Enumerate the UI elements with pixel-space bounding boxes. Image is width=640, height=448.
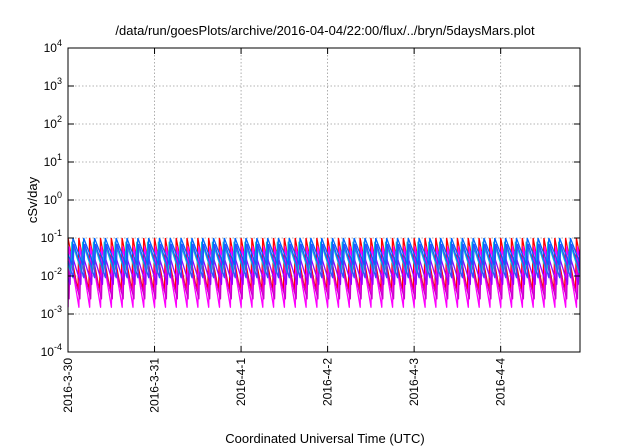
x-tick-label: 2016-4-3 xyxy=(407,358,421,406)
grid-lines xyxy=(68,48,580,352)
y-tick-base: 10 xyxy=(41,269,55,283)
y-tick-base: 10 xyxy=(44,155,58,169)
chart-title: /data/run/goesPlots/archive/2016-04-04/2… xyxy=(115,23,535,38)
y-tick-base: 10 xyxy=(44,79,58,93)
y-tick-exponent: 4 xyxy=(57,38,62,48)
y-tick-base: 10 xyxy=(41,231,55,245)
y-axis-label: cSv/day xyxy=(25,176,40,223)
y-tick-label: 10-1 xyxy=(41,228,62,245)
data-series-line xyxy=(67,237,581,266)
y-tick-exponent: 3 xyxy=(57,76,62,86)
y-tick-label: 102 xyxy=(44,114,62,131)
x-tick-label: 2016-4-2 xyxy=(321,358,335,406)
data-series-line xyxy=(67,257,580,300)
y-tick-exponent: 1 xyxy=(57,152,62,162)
y-tick-base: 10 xyxy=(41,307,55,321)
y-tick-label: 100 xyxy=(44,190,62,207)
y-tick-exponent: -1 xyxy=(54,228,62,238)
data-series-group xyxy=(67,237,581,308)
y-tick-label: 101 xyxy=(44,152,62,169)
data-series-line xyxy=(67,251,580,286)
y-tick-base: 10 xyxy=(44,117,58,131)
y-tick-exponent: -3 xyxy=(54,304,62,314)
data-series-line xyxy=(67,246,581,308)
y-tick-label: 104 xyxy=(44,38,62,55)
x-tick-label: 2016-3-30 xyxy=(61,358,75,413)
data-series-line xyxy=(67,243,581,279)
y-tick-base: 10 xyxy=(44,41,58,55)
y-tick-base: 10 xyxy=(44,193,58,207)
x-tick-label: 2016-4-1 xyxy=(234,358,248,406)
y-tick-exponent: -4 xyxy=(54,342,62,352)
y-tick-label: 10-4 xyxy=(41,342,62,359)
x-tick-label: 2016-3-31 xyxy=(148,358,162,413)
x-tick-label: 2016-4-4 xyxy=(494,358,508,406)
y-tick-label: 103 xyxy=(44,76,62,93)
y-tick-exponent: 0 xyxy=(57,190,62,200)
y-tick-exponent: 2 xyxy=(57,114,62,124)
y-tick-exponent: -2 xyxy=(54,266,62,276)
y-tick-label: 10-2 xyxy=(41,266,62,283)
y-tick-base: 10 xyxy=(41,345,55,359)
y-tick-label: 10-3 xyxy=(41,304,62,321)
x-axis-ticks: 2016-3-30 2016-3-31 2016-4-1 2016-4-2 2016-4… xyxy=(61,48,508,413)
x-axis-label: Coordinated Universal Time (UTC) xyxy=(225,431,424,446)
